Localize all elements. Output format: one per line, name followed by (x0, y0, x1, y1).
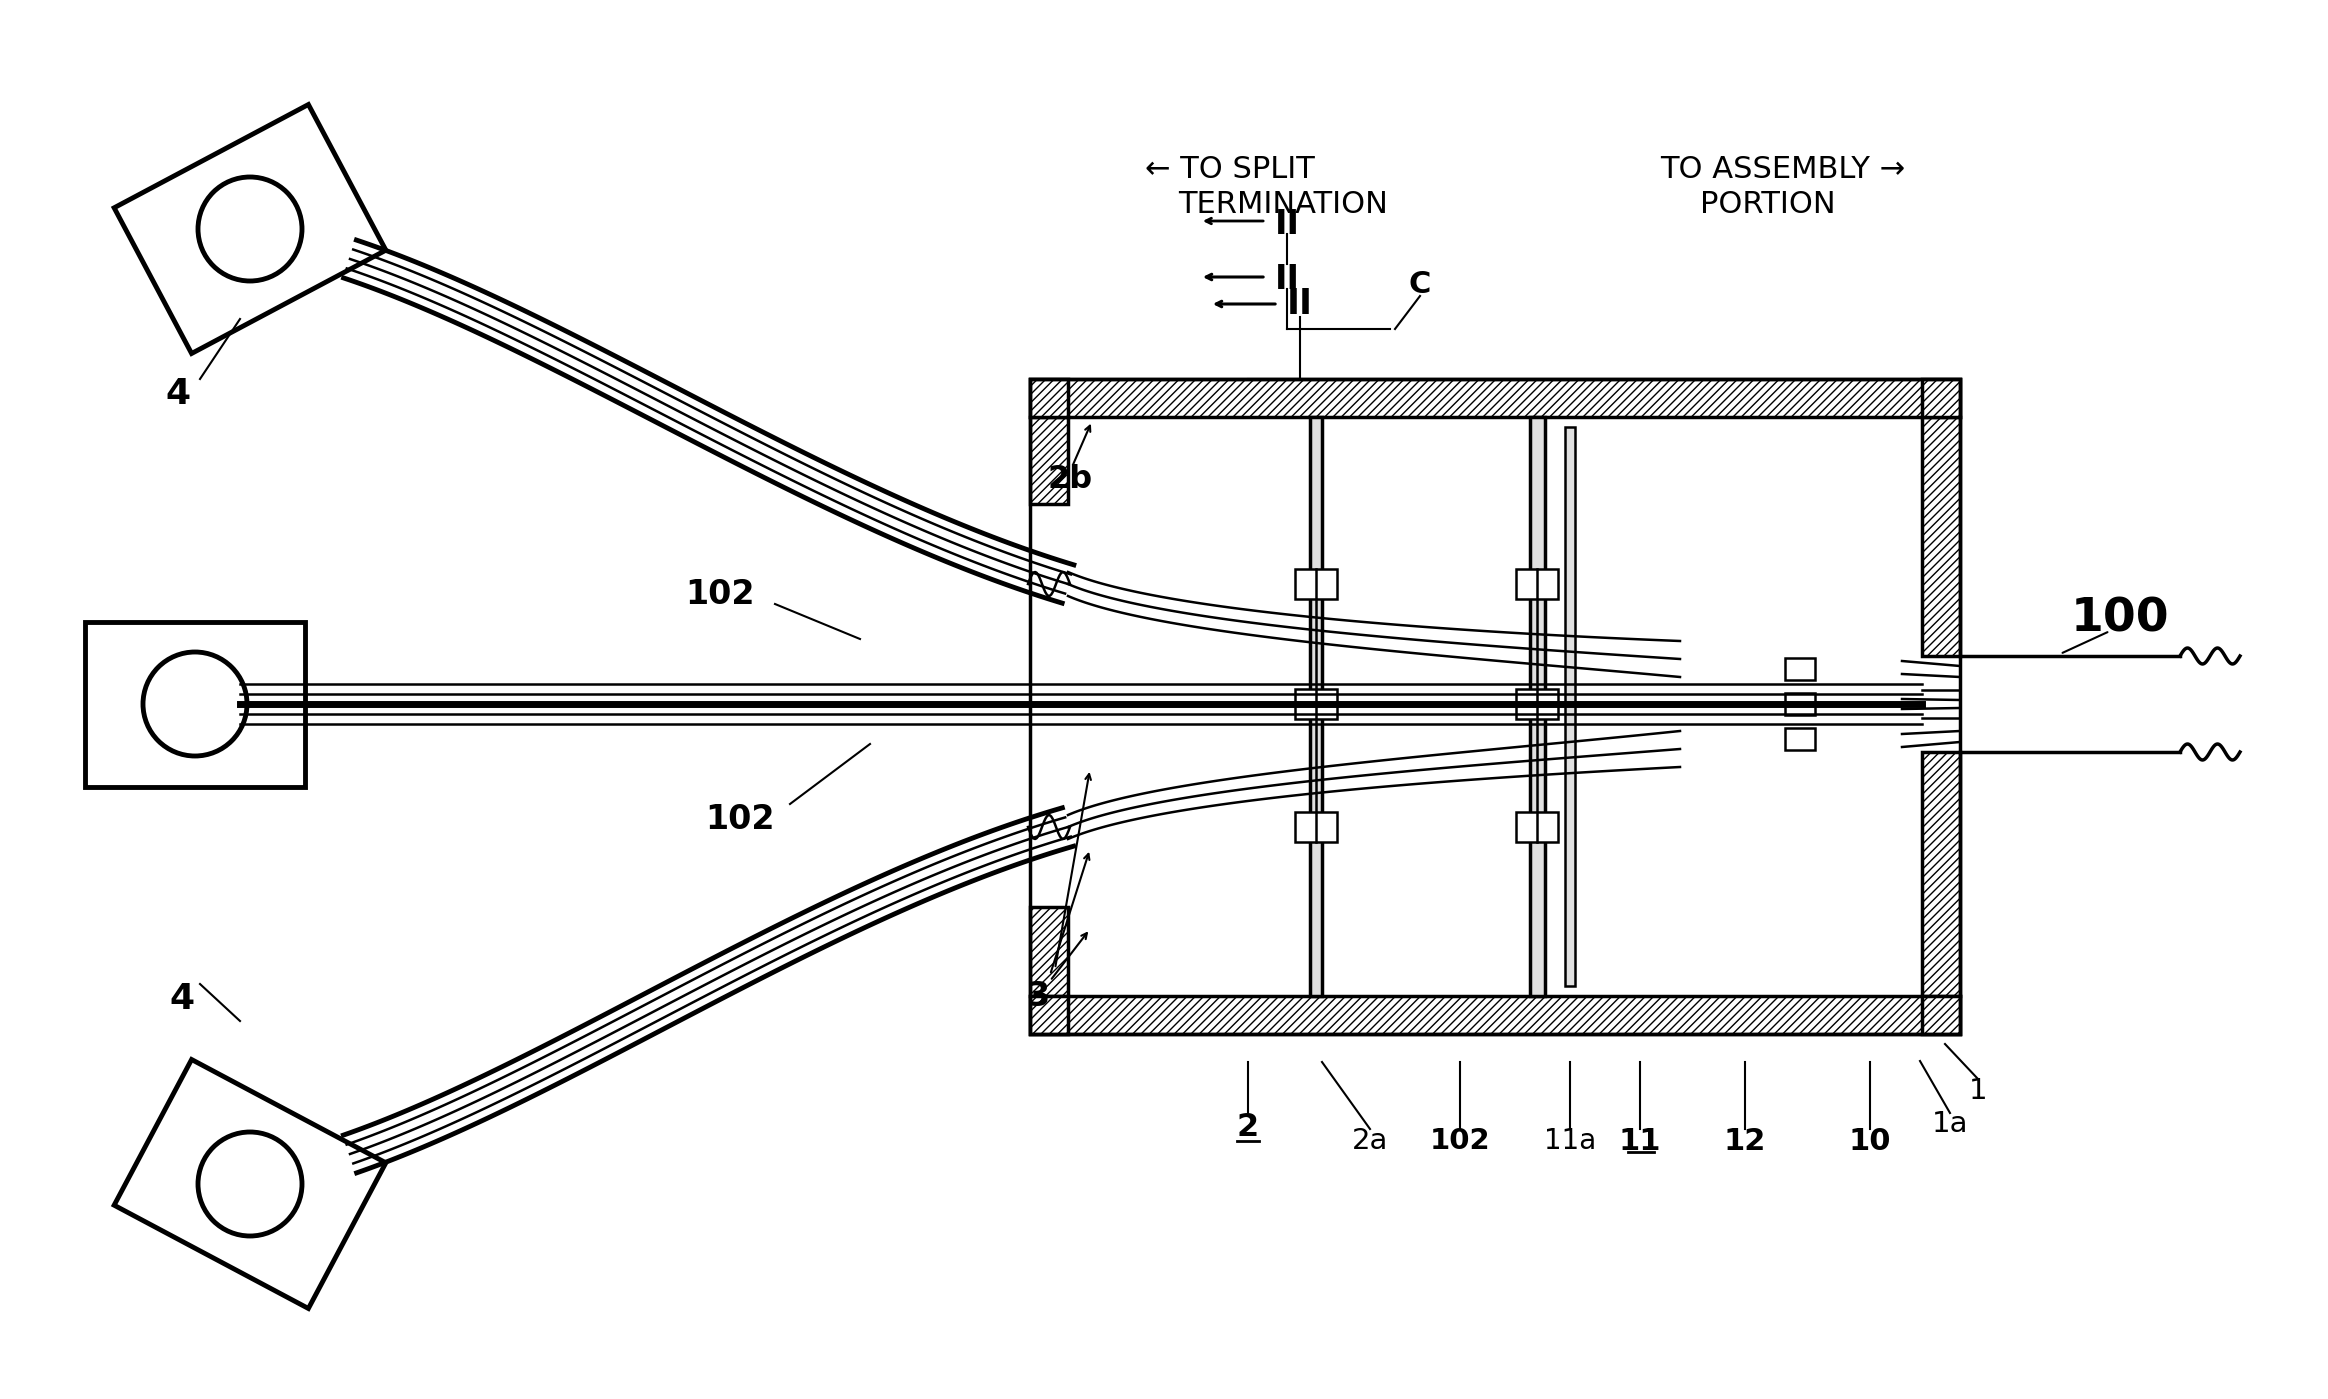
Bar (1516, 688, 1557, 719)
Text: 4: 4 (165, 376, 191, 411)
Bar (1786, 658, 1816, 680)
Polygon shape (86, 621, 305, 786)
Polygon shape (114, 1059, 386, 1308)
Bar (1029, 379, 1960, 1034)
Bar (1923, 996, 1960, 1034)
Bar (1029, 996, 1069, 1034)
Text: 1a: 1a (1932, 1109, 1967, 1137)
Text: TO ASSEMBLY →: TO ASSEMBLY → (1660, 154, 1904, 183)
Text: 10: 10 (1848, 1126, 1890, 1156)
Bar (1923, 379, 1960, 417)
Text: II: II (1287, 287, 1313, 320)
Bar (1923, 417, 1960, 656)
Text: 102: 102 (705, 803, 775, 835)
Bar (1311, 417, 1322, 996)
Text: 2a: 2a (1353, 1128, 1387, 1156)
Text: II: II (1273, 263, 1299, 295)
Text: C: C (1408, 270, 1432, 298)
Bar (1294, 688, 1336, 719)
Bar (1294, 569, 1336, 599)
Bar (1786, 727, 1816, 750)
Bar (1529, 417, 1546, 996)
Text: 100: 100 (2070, 596, 2170, 642)
Bar (1516, 811, 1557, 842)
Bar (1923, 753, 1960, 996)
Text: II: II (1273, 207, 1299, 241)
Text: PORTION: PORTION (1699, 189, 1834, 218)
Text: 102: 102 (684, 578, 754, 610)
Text: 1: 1 (1969, 1077, 1988, 1105)
Bar (1294, 811, 1336, 842)
Bar (1029, 996, 1960, 1034)
Bar (1029, 379, 1069, 417)
Text: 2: 2 (1236, 1111, 1259, 1143)
Bar (1786, 693, 1816, 715)
Text: 3: 3 (1027, 981, 1050, 1013)
Text: 2b: 2b (1048, 463, 1092, 494)
Text: 4: 4 (170, 982, 196, 1016)
Bar (1029, 379, 1960, 417)
Bar (1029, 417, 1069, 504)
Text: TERMINATION: TERMINATION (1178, 189, 1387, 218)
Bar (1564, 427, 1576, 986)
Text: 11a: 11a (1543, 1128, 1597, 1156)
Text: 102: 102 (1429, 1128, 1490, 1156)
Text: 11: 11 (1618, 1126, 1662, 1156)
Bar (1029, 907, 1069, 996)
Text: 12: 12 (1723, 1126, 1767, 1156)
Polygon shape (114, 105, 386, 354)
Text: ← TO SPLIT: ← TO SPLIT (1145, 154, 1315, 183)
Bar (1516, 569, 1557, 599)
